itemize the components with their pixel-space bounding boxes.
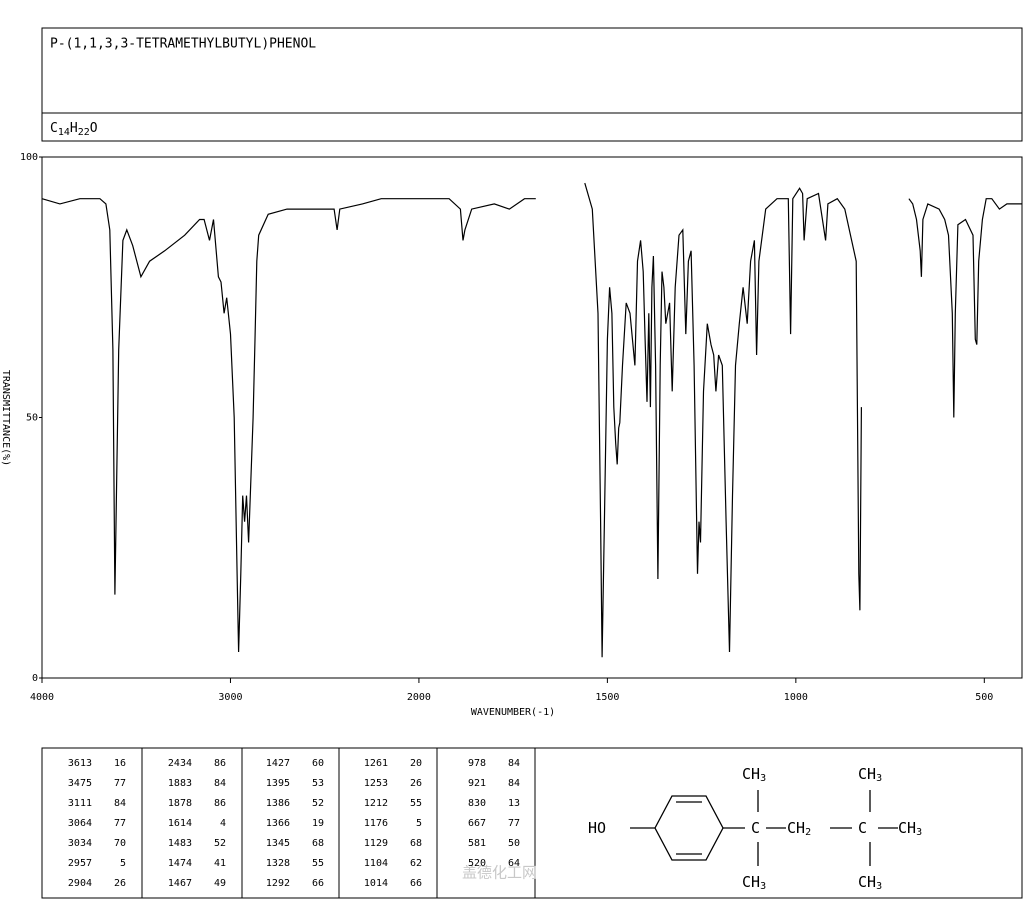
peak-transmittance: 68 xyxy=(312,838,324,849)
x-tick-label: 1000 xyxy=(784,692,808,703)
peak-wavenumber: 1878 xyxy=(168,798,192,809)
x-tick-label: 500 xyxy=(975,692,993,703)
table-box xyxy=(41,747,1023,899)
y-tick-label: 50 xyxy=(26,413,38,424)
peak-transmittance: 5 xyxy=(416,818,422,829)
peak-wavenumber: 2434 xyxy=(168,758,192,769)
structure-label: CH3 xyxy=(858,765,882,785)
watermark: 盖德化工网 xyxy=(462,864,537,882)
peak-transmittance: 77 xyxy=(508,818,520,829)
peak-wavenumber: 3064 xyxy=(68,818,92,829)
peak-wavenumber: 667 xyxy=(468,818,486,829)
peak-wavenumber: 1261 xyxy=(364,758,388,769)
x-tick-label: 4000 xyxy=(30,692,54,703)
peak-wavenumber: 1483 xyxy=(168,838,192,849)
peak-wavenumber: 1212 xyxy=(364,798,388,809)
plot-frame xyxy=(41,156,1023,679)
peak-transmittance: 84 xyxy=(508,778,520,789)
peak-wavenumber: 3111 xyxy=(68,798,92,809)
table-dividers xyxy=(141,748,536,898)
peak-transmittance: 52 xyxy=(312,798,324,809)
peak-transmittance: 84 xyxy=(508,758,520,769)
peak-transmittance: 55 xyxy=(312,858,324,869)
peak-transmittance: 13 xyxy=(508,798,520,809)
peak-transmittance: 66 xyxy=(410,878,422,889)
peak-wavenumber: 1427 xyxy=(266,758,290,769)
peak-wavenumber: 3475 xyxy=(68,778,92,789)
peak-transmittance: 4 xyxy=(220,818,226,829)
peak-transmittance: 49 xyxy=(214,878,226,889)
x-axis-label: WAVENUMBER(-1) xyxy=(471,707,555,718)
peak-transmittance: 50 xyxy=(508,838,520,849)
structure-label: CH2 xyxy=(787,819,811,839)
peak-wavenumber: 1467 xyxy=(168,878,192,889)
peak-transmittance: 52 xyxy=(214,838,226,849)
spectrum-line xyxy=(41,182,1022,658)
peak-wavenumber: 830 xyxy=(468,798,486,809)
peak-wavenumber: 1129 xyxy=(364,838,388,849)
peak-transmittance: 70 xyxy=(114,838,126,849)
x-tick-label: 1500 xyxy=(595,692,619,703)
peak-transmittance: 20 xyxy=(410,758,422,769)
peak-transmittance: 60 xyxy=(312,758,324,769)
peak-wavenumber: 1474 xyxy=(168,858,192,869)
peak-transmittance: 62 xyxy=(410,858,422,869)
peak-wavenumber: 581 xyxy=(468,838,486,849)
structure-label: CH3 xyxy=(898,819,922,839)
compound-name: P-(1,1,3,3-TETRAMETHYLBUTYL)PHENOL xyxy=(50,37,316,52)
peak-transmittance: 77 xyxy=(114,818,126,829)
structure-label: CH3 xyxy=(742,873,766,893)
x-tick-label: 2000 xyxy=(407,692,431,703)
y-tick-label: 0 xyxy=(32,673,38,684)
peak-wavenumber: 3613 xyxy=(68,758,92,769)
peak-wavenumber: 520 xyxy=(468,858,486,869)
peak-wavenumber: 1614 xyxy=(168,818,192,829)
peak-wavenumber: 1386 xyxy=(266,798,290,809)
structure-label: CH3 xyxy=(858,873,882,893)
y-axis-label: TRANSMITTANCE(%) xyxy=(0,370,11,466)
peak-wavenumber: 1328 xyxy=(266,858,290,869)
peak-transmittance: 19 xyxy=(312,818,324,829)
peak-wavenumber: 1104 xyxy=(364,858,388,869)
peak-transmittance: 84 xyxy=(214,778,226,789)
peak-wavenumber: 2957 xyxy=(68,858,92,869)
peak-transmittance: 16 xyxy=(114,758,126,769)
peak-wavenumber: 1014 xyxy=(364,878,388,889)
peak-transmittance: 55 xyxy=(410,798,422,809)
peak-transmittance: 64 xyxy=(508,858,520,869)
peak-transmittance: 86 xyxy=(214,798,226,809)
x-tick-label: 3000 xyxy=(218,692,242,703)
peak-transmittance: 84 xyxy=(114,798,126,809)
peak-transmittance: 86 xyxy=(214,758,226,769)
structure-label: C xyxy=(858,819,867,837)
y-tick-label: 100 xyxy=(20,152,38,163)
peak-transmittance: 77 xyxy=(114,778,126,789)
formula-box xyxy=(41,112,1023,142)
peak-wavenumber: 1883 xyxy=(168,778,192,789)
peak-transmittance: 5 xyxy=(120,858,126,869)
structure-label: HO xyxy=(588,819,606,837)
peak-wavenumber: 978 xyxy=(468,758,486,769)
peak-wavenumber: 1176 xyxy=(364,818,388,829)
peak-wavenumber: 1366 xyxy=(266,818,290,829)
peak-wavenumber: 1292 xyxy=(266,878,290,889)
peak-wavenumber: 921 xyxy=(468,778,486,789)
peak-transmittance: 41 xyxy=(214,858,226,869)
peak-wavenumber: 2904 xyxy=(68,878,92,889)
peak-wavenumber: 3034 xyxy=(68,838,92,849)
peak-wavenumber: 1395 xyxy=(266,778,290,789)
peak-transmittance: 26 xyxy=(114,878,126,889)
peak-wavenumber: 1253 xyxy=(364,778,388,789)
peak-transmittance: 68 xyxy=(410,838,422,849)
formula: C14H22O xyxy=(50,121,98,139)
peak-transmittance: 53 xyxy=(312,778,324,789)
structure-label: C xyxy=(751,819,760,837)
peak-wavenumber: 1345 xyxy=(266,838,290,849)
structure-label: CH3 xyxy=(742,765,766,785)
peak-transmittance: 26 xyxy=(410,778,422,789)
structure-bonds xyxy=(630,790,898,866)
peak-transmittance: 66 xyxy=(312,878,324,889)
